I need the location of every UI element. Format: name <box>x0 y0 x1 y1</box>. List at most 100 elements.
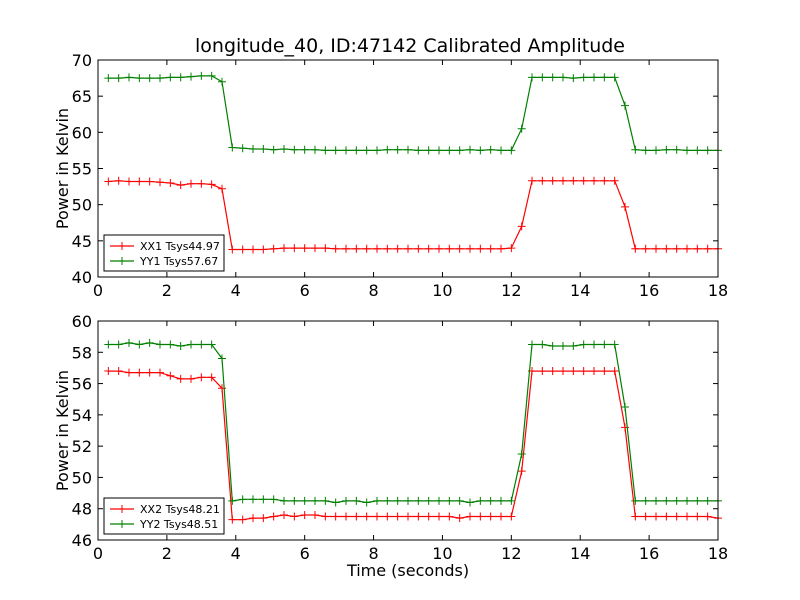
data-point <box>683 496 691 505</box>
data-point <box>590 73 598 82</box>
data-point <box>187 340 195 349</box>
data-point <box>238 515 247 524</box>
x-tick-label: 18 <box>708 544 728 563</box>
data-point <box>517 222 526 231</box>
data-point <box>662 496 671 505</box>
axes-frame <box>97 320 719 541</box>
x-tick-label: 4 <box>231 544 241 563</box>
data-point <box>590 367 598 376</box>
data-point <box>476 496 485 505</box>
data-point <box>280 244 288 253</box>
data-point <box>135 368 144 377</box>
data-point <box>207 71 216 80</box>
data-point <box>497 496 505 505</box>
x-tick-label: 8 <box>368 281 378 300</box>
data-point <box>672 496 681 505</box>
legend-label: XX2 Tsys48.21 <box>140 503 220 516</box>
data-point <box>362 244 371 253</box>
data-point <box>373 496 381 505</box>
data-point <box>383 512 392 521</box>
data-point <box>683 244 691 253</box>
data-point <box>538 367 547 376</box>
data-point <box>259 495 268 504</box>
data-point <box>393 496 402 505</box>
data-point <box>176 181 185 190</box>
data-point <box>145 177 154 186</box>
data-point <box>176 73 185 82</box>
data-point <box>517 124 526 133</box>
data-point <box>610 73 619 82</box>
data-point <box>362 498 371 507</box>
data-point <box>486 145 495 154</box>
data-point <box>610 340 619 349</box>
data-point <box>166 178 175 187</box>
data-point <box>559 367 567 376</box>
data-point <box>590 340 598 349</box>
x-tick-label: 16 <box>639 544 659 563</box>
data-point <box>125 177 133 186</box>
data-point <box>476 512 485 521</box>
plot-panel-1: 0 2 4 6 8 10 12 14 16 18 40 45 50 55 60 65 70 Power in Ke… <box>53 51 728 300</box>
data-point <box>652 244 660 253</box>
data-point <box>342 244 350 253</box>
data-point <box>259 514 268 523</box>
y-tick-label: 40 <box>72 268 92 287</box>
data-point <box>269 512 278 521</box>
x-tick-label: 4 <box>231 281 241 300</box>
data-point <box>466 145 474 154</box>
data-point <box>414 244 423 253</box>
data-point <box>187 72 195 81</box>
legend-marker <box>118 505 126 513</box>
y-tick-label: 45 <box>72 232 92 251</box>
data-point <box>321 496 330 505</box>
data-point <box>373 512 381 521</box>
data-point <box>631 512 640 521</box>
data-point <box>424 146 433 155</box>
data-point <box>156 368 164 377</box>
data-point <box>321 146 330 155</box>
data-point <box>197 340 206 349</box>
data-point <box>641 244 650 253</box>
data-point <box>362 146 371 155</box>
x-tick-label: 14 <box>570 281 590 300</box>
data-point <box>373 146 381 155</box>
y-tick-label: 58 <box>72 343 92 362</box>
data-point <box>672 244 681 253</box>
data-point <box>321 512 330 521</box>
data-point <box>176 374 185 383</box>
data-point <box>259 144 268 153</box>
data-point <box>104 340 113 349</box>
data-point <box>507 244 516 253</box>
data-point <box>300 244 309 253</box>
legend-marker <box>118 257 126 265</box>
data-point <box>435 244 443 253</box>
data-point <box>641 512 650 521</box>
data-point <box>300 496 309 505</box>
data-point <box>125 73 133 82</box>
data-point <box>393 244 402 253</box>
data-point <box>683 146 691 155</box>
data-point <box>693 512 702 521</box>
y-tick-label: 55 <box>72 160 92 179</box>
data-point <box>600 73 609 82</box>
y-tick-label: 60 <box>72 123 92 142</box>
data-point <box>145 338 154 347</box>
data-point <box>331 244 340 253</box>
x-tick-label: 14 <box>570 544 590 563</box>
data-point <box>404 512 412 521</box>
data-point <box>435 512 443 521</box>
data-point <box>104 177 113 186</box>
data-point <box>311 244 319 253</box>
data-point <box>125 338 133 347</box>
data-point <box>621 202 629 211</box>
data-point <box>641 146 650 155</box>
data-point <box>238 495 247 504</box>
data-point <box>114 176 123 185</box>
x-tick-label: 6 <box>300 281 310 300</box>
y-tick-label: 48 <box>72 500 92 519</box>
data-point <box>269 495 278 504</box>
data-point <box>166 371 175 380</box>
data-point <box>321 244 330 253</box>
data-point <box>703 146 712 155</box>
data-point <box>672 145 681 154</box>
